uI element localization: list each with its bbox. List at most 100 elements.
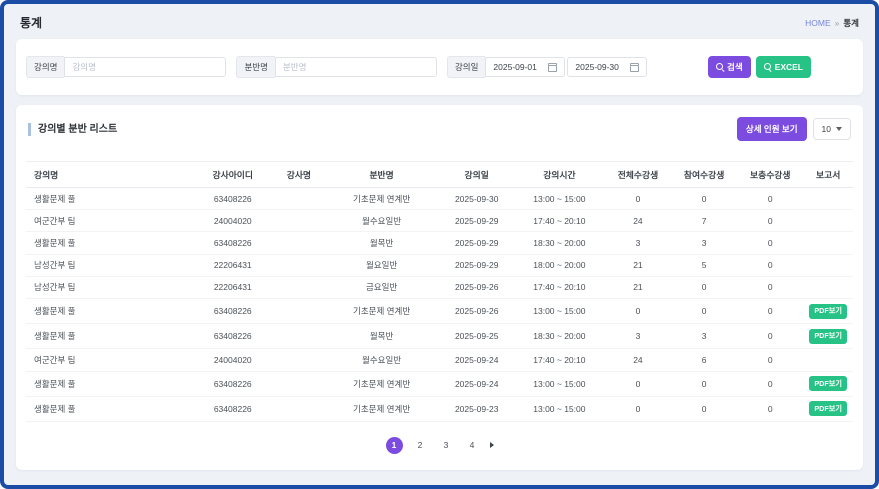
table-row: 생활문제 풀 63408226 월목반 2025-09-25 18:30 ~ 20:00… xyxy=(26,323,853,350)
excel-button-label: EXCEL xyxy=(774,62,803,72)
table-row: 여군간부 팀 24004020 월수요일반 2025-09-24 17:40 ~ 20:… xyxy=(26,348,853,372)
cell-instructor xyxy=(274,396,324,422)
cell-class_name: 월수요일반 xyxy=(323,348,440,372)
lecture-date-label: 강의일 xyxy=(446,56,486,78)
filter-lecture-date: 강의일 2025-09-01 2025-09-30 xyxy=(446,56,648,78)
pdf-view-button[interactable]: PDF보기 xyxy=(809,376,847,392)
cell-instructor_id: 63408226 xyxy=(191,396,275,422)
cell-class_name: 기초문제 연계반 xyxy=(323,396,440,422)
page-button-3[interactable]: 3 xyxy=(438,437,455,454)
stats-table-body: 생활문제 풀 63408226 기초문제 연계반 2025-09-30 13:00 ~ … xyxy=(26,187,853,422)
calendar-icon[interactable] xyxy=(548,62,558,72)
chevron-down-icon xyxy=(836,127,842,131)
cell-date: 2025-09-25 xyxy=(439,323,514,350)
class-list-panel: 강의별 분반 리스트 상세 인원 보기 10 강의명 강사아이디 강사명 분반명 강의일… xyxy=(16,105,863,470)
cell-date: 2025-09-26 xyxy=(439,276,514,299)
date-end-value: 2025-09-30 xyxy=(575,62,619,72)
table-header-row: 강의명 강사아이디 강사명 분반명 강의일 강의시간 전체수강생 참여수강생 보충수강생 보고서 xyxy=(26,161,853,188)
next-page-icon[interactable] xyxy=(489,442,494,449)
cell-lecture: 여군간부 팀 xyxy=(26,209,192,233)
cell-instructor xyxy=(274,323,324,350)
detail-view-button[interactable]: 상세 인원 보기 xyxy=(736,117,807,141)
cell-attended: 0 xyxy=(671,276,738,299)
pdf-view-button[interactable]: PDF보기 xyxy=(809,401,847,417)
search-icon xyxy=(763,63,772,71)
breadcrumb-current: 통계 xyxy=(843,17,859,28)
filter-class-name: 분반명 xyxy=(236,56,437,78)
cell-total: 0 xyxy=(604,371,672,397)
column-header-instructor: 강사명 xyxy=(274,161,324,188)
table-row: 생활문제 풀 63408226 기초문제 연계반 2025-09-23 13:00 ~ … xyxy=(26,396,853,422)
class-name-input[interactable] xyxy=(274,57,437,77)
table-row: 생활문제 풀 63408226 기초문제 연계반 2025-09-24 13:00 ~ … xyxy=(26,371,853,397)
cell-makeup: 0 xyxy=(737,276,804,299)
pdf-view-button[interactable]: PDF보기 xyxy=(809,328,847,344)
list-header: 강의별 분반 리스트 상세 인원 보기 10 xyxy=(26,117,853,141)
cell-date: 2025-09-29 xyxy=(439,209,514,233)
cell-time: 18:00 ~ 20:00 xyxy=(513,254,605,277)
breadcrumb: HOME » 통계 xyxy=(805,17,859,29)
filter-panel: 강의명 분반명 강의일 2025-09-01 2025-09-30 검색 xyxy=(16,39,863,95)
page-header: 통계 HOME » 통계 xyxy=(4,4,875,39)
cell-lecture: 남성간부 팀 xyxy=(26,276,192,299)
column-header-lecture: 강의명 xyxy=(26,161,192,188)
cell-report: PDF보기 xyxy=(803,396,853,422)
cell-instructor_id: 24004020 xyxy=(191,209,275,233)
cell-class_name: 월수요일반 xyxy=(323,209,440,233)
cell-time: 18:30 ~ 20:00 xyxy=(513,231,605,255)
column-header-makeup: 보충수강생 xyxy=(737,161,804,188)
cell-lecture: 생활문제 풀 xyxy=(26,187,192,211)
cell-lecture: 생활문제 풀 xyxy=(26,371,192,397)
search-button[interactable]: 검색 xyxy=(708,56,751,78)
cell-attended: 0 xyxy=(671,187,738,211)
cell-instructor_id: 63408226 xyxy=(191,231,275,255)
cell-date: 2025-09-29 xyxy=(439,231,514,255)
date-start-input[interactable]: 2025-09-01 xyxy=(485,57,566,77)
cell-makeup: 0 xyxy=(737,371,804,397)
cell-instructor_id: 63408226 xyxy=(191,187,275,211)
cell-lecture: 여군간부 팀 xyxy=(26,348,192,372)
cell-report xyxy=(803,231,853,255)
cell-lecture: 생활문제 풀 xyxy=(26,323,192,350)
cell-report: PDF보기 xyxy=(803,323,853,350)
cell-instructor xyxy=(274,231,324,255)
cell-attended: 3 xyxy=(671,231,738,255)
column-header-total: 전체수강생 xyxy=(604,161,672,188)
column-header-date: 강의일 xyxy=(439,161,514,188)
excel-export-button[interactable]: EXCEL xyxy=(755,56,811,78)
table-row: 생활문제 풀 63408226 기초문제 연계반 2025-09-26 13:00 ~ … xyxy=(26,298,853,325)
cell-date: 2025-09-23 xyxy=(439,396,514,422)
pdf-view-button[interactable]: PDF보기 xyxy=(809,303,847,319)
filter-buttons: 검색 EXCEL xyxy=(708,56,811,78)
cell-time: 13:00 ~ 15:00 xyxy=(513,187,605,211)
cell-report xyxy=(803,209,853,233)
cell-time: 17:40 ~ 20:10 xyxy=(513,276,605,299)
cell-makeup: 0 xyxy=(737,254,804,277)
section-title: 강의별 분반 리스트 xyxy=(28,122,117,136)
page-size-select[interactable]: 10 xyxy=(812,118,851,140)
cell-total: 24 xyxy=(604,348,672,372)
page-button-2[interactable]: 2 xyxy=(412,437,429,454)
date-end-input[interactable]: 2025-09-30 xyxy=(567,57,648,77)
page-button-1[interactable]: 1 xyxy=(385,436,403,454)
cell-report xyxy=(803,187,853,211)
table-row: 생활문제 풀 63408226 월목반 2025-09-29 18:30 ~ 20:00… xyxy=(26,231,853,255)
search-button-label: 검색 xyxy=(727,62,743,72)
lecture-name-input[interactable] xyxy=(64,57,227,77)
cell-time: 18:30 ~ 20:00 xyxy=(513,323,605,350)
cell-instructor_id: 24004020 xyxy=(191,348,275,372)
page-button-4[interactable]: 4 xyxy=(464,437,481,454)
stats-table: 강의명 강사아이디 강사명 분반명 강의일 강의시간 전체수강생 참여수강생 보충수강생 보고서 … xyxy=(26,161,853,422)
cell-total: 21 xyxy=(604,254,672,277)
cell-total: 3 xyxy=(604,231,672,255)
cell-class_name: 기초문제 연계반 xyxy=(323,298,440,325)
cell-total: 3 xyxy=(604,323,672,350)
column-header-time: 강의시간 xyxy=(513,161,605,188)
cell-date: 2025-09-24 xyxy=(439,371,514,397)
cell-attended: 7 xyxy=(671,209,738,233)
breadcrumb-home-link[interactable]: HOME xyxy=(805,17,831,28)
cell-instructor xyxy=(274,254,324,277)
calendar-icon[interactable] xyxy=(630,62,640,72)
filter-lecture-name: 강의명 xyxy=(26,56,227,78)
